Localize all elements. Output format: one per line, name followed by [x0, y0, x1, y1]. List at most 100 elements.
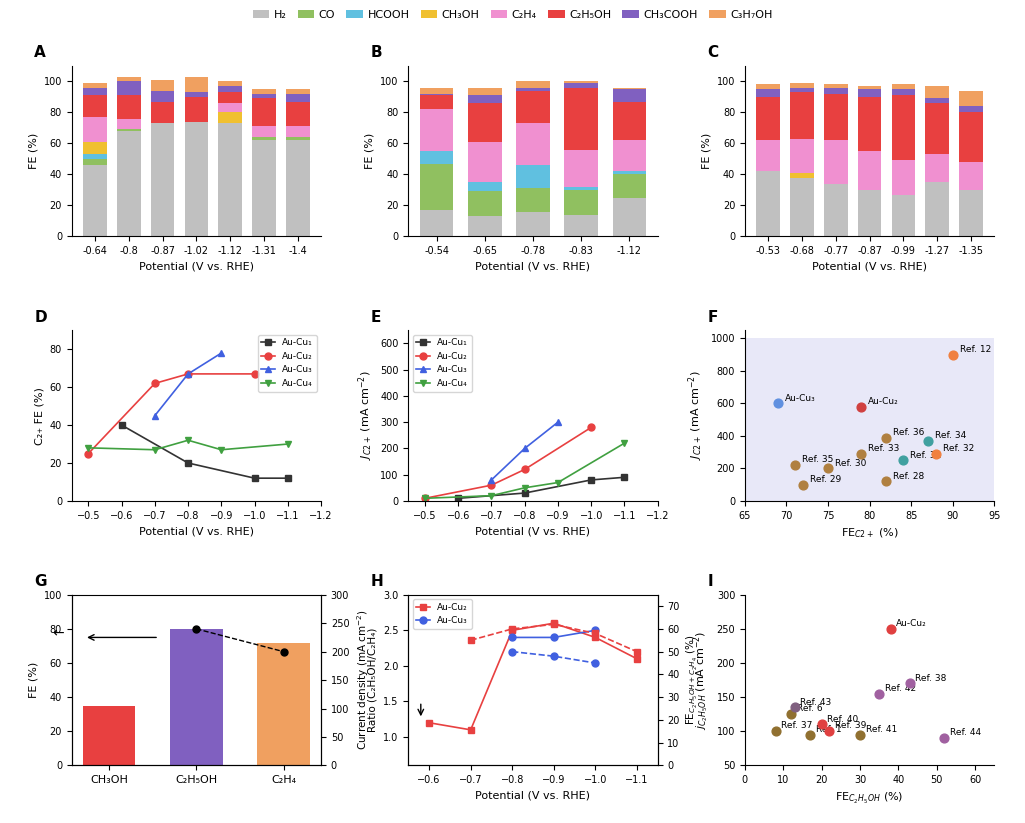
Bar	[467, 87, 501, 95]
Bar	[151, 91, 174, 101]
Bar	[83, 95, 107, 117]
Bar	[467, 142, 501, 182]
Line: Au-Cu₁: Au-Cu₁	[455, 474, 628, 502]
Bar	[286, 94, 310, 101]
Text: B: B	[371, 45, 382, 60]
Bar	[892, 194, 915, 236]
Bar	[83, 154, 107, 159]
Bar	[286, 127, 310, 137]
Point	[871, 687, 888, 700]
Bar	[892, 160, 915, 194]
Au-Cu₂	[82, 449, 94, 458]
Bar	[565, 81, 599, 83]
Legend: Au-Cu₁, Au-Cu₂, Au-Cu₃, Au-Cu₄: Au-Cu₁, Au-Cu₂, Au-Cu₃, Au-Cu₄	[258, 335, 317, 392]
Bar	[419, 94, 453, 95]
Bar	[184, 97, 208, 122]
Bar	[419, 151, 453, 164]
Au-Cu₁	[248, 473, 260, 483]
Bar	[117, 77, 140, 81]
Bar	[83, 87, 107, 95]
Point	[902, 677, 918, 690]
Bar	[613, 171, 647, 174]
Bar	[790, 83, 814, 87]
Au-Cu₄	[419, 493, 432, 503]
Text: Ref. 33: Ref. 33	[868, 444, 900, 453]
Line: Au-Cu₃: Au-Cu₃	[488, 419, 562, 483]
Bar	[252, 94, 276, 99]
Text: Ref. 35: Ref. 35	[802, 455, 833, 464]
Text: Ref. 42: Ref. 42	[885, 684, 916, 693]
Bar	[959, 190, 983, 236]
X-axis label: Potential (V vs. RHE): Potential (V vs. RHE)	[812, 262, 927, 272]
Au-Cu₂	[519, 464, 531, 474]
Text: Ref. 38: Ref. 38	[915, 674, 947, 683]
Bar	[286, 89, 310, 94]
Text: D: D	[35, 309, 47, 325]
Bar	[565, 83, 599, 87]
Bar	[252, 137, 276, 140]
X-axis label: Potential (V vs. RHE): Potential (V vs. RHE)	[476, 526, 590, 537]
Au-Cu₄	[551, 477, 564, 487]
Bar	[218, 123, 242, 236]
Au-Cu₃	[547, 633, 560, 643]
Bar	[218, 113, 242, 123]
Au-Cu₃	[215, 348, 228, 358]
Bar	[824, 140, 848, 184]
Point	[919, 435, 936, 448]
Au-Cu₁	[618, 472, 630, 482]
Au-Cu₃	[485, 475, 497, 485]
Au-Cu₄	[149, 444, 161, 454]
Bar	[517, 212, 549, 236]
Point	[878, 475, 895, 488]
Au-Cu₂	[248, 369, 260, 379]
Bar	[419, 210, 453, 236]
Point	[814, 718, 830, 731]
X-axis label: Potential (V vs. RHE): Potential (V vs. RHE)	[139, 262, 254, 272]
Bar	[858, 151, 882, 190]
Bar	[286, 137, 310, 140]
Bar	[467, 103, 501, 142]
Au-Cu₂	[506, 625, 519, 635]
Bar	[218, 86, 242, 92]
Bar	[565, 190, 599, 215]
Point	[936, 732, 952, 745]
Bar	[824, 94, 848, 140]
Bar	[184, 92, 208, 97]
Bar	[184, 77, 208, 92]
Bar	[756, 171, 780, 236]
Bar	[151, 123, 174, 236]
Bar	[824, 85, 848, 87]
Point	[795, 478, 812, 491]
Bar	[170, 629, 222, 765]
Bar	[117, 131, 140, 236]
Text: Ref. 43: Ref. 43	[801, 698, 831, 707]
Bar	[756, 97, 780, 140]
Text: H: H	[371, 574, 383, 589]
Text: Ref. 29: Ref. 29	[810, 475, 842, 484]
Y-axis label: FE (%): FE (%)	[701, 133, 711, 170]
Au-Cu₂	[182, 369, 195, 379]
Bar	[565, 150, 599, 187]
Bar	[286, 101, 310, 127]
Bar	[184, 122, 208, 236]
Bar	[892, 85, 915, 89]
Au-Cu₃	[589, 625, 602, 635]
Au-Cu₁	[182, 458, 195, 468]
Text: ←: ←	[52, 626, 64, 640]
Bar	[613, 101, 647, 140]
Text: Ref. 1: Ref. 1	[816, 725, 842, 734]
Y-axis label: $J_{C2+}$ (mA cm$^{-2}$): $J_{C2+}$ (mA cm$^{-2}$)	[356, 371, 374, 460]
Bar	[517, 87, 549, 91]
Bar	[467, 192, 501, 216]
Bar	[824, 87, 848, 94]
Line: Au-Cu₄: Au-Cu₄	[85, 437, 291, 453]
Y-axis label: FE (%): FE (%)	[28, 662, 38, 698]
Bar	[218, 103, 242, 113]
Point	[928, 447, 944, 460]
X-axis label: Potential (V vs. RHE): Potential (V vs. RHE)	[139, 526, 254, 537]
Au-Cu₁	[585, 475, 598, 485]
Text: I: I	[707, 574, 713, 589]
Au-Cu₂	[630, 653, 643, 663]
Au-Cu₂	[585, 422, 598, 432]
Bar	[117, 95, 140, 119]
